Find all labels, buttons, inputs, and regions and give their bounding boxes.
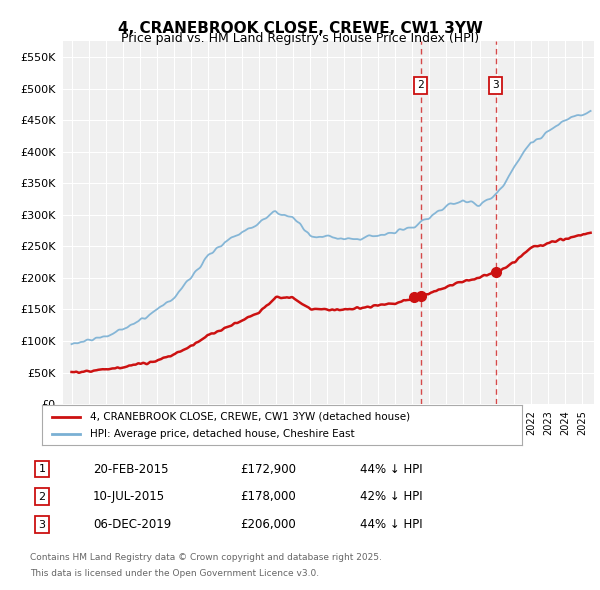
Text: 10-JUL-2015: 10-JUL-2015: [93, 490, 165, 503]
Text: Price paid vs. HM Land Registry's House Price Index (HPI): Price paid vs. HM Land Registry's House …: [121, 32, 479, 45]
Text: £206,000: £206,000: [240, 518, 296, 531]
Text: 20-FEB-2015: 20-FEB-2015: [93, 463, 169, 476]
Text: HPI: Average price, detached house, Cheshire East: HPI: Average price, detached house, Ches…: [90, 429, 355, 439]
Text: 44% ↓ HPI: 44% ↓ HPI: [360, 518, 422, 531]
Text: 2: 2: [418, 80, 424, 90]
Text: 1: 1: [38, 464, 46, 474]
Text: Contains HM Land Registry data © Crown copyright and database right 2025.: Contains HM Land Registry data © Crown c…: [30, 553, 382, 562]
Text: £172,900: £172,900: [240, 463, 296, 476]
Text: 06-DEC-2019: 06-DEC-2019: [93, 518, 171, 531]
Text: 3: 3: [38, 520, 46, 529]
Text: This data is licensed under the Open Government Licence v3.0.: This data is licensed under the Open Gov…: [30, 569, 319, 578]
Text: 3: 3: [492, 80, 499, 90]
Text: 4, CRANEBROOK CLOSE, CREWE, CW1 3YW (detached house): 4, CRANEBROOK CLOSE, CREWE, CW1 3YW (det…: [90, 412, 410, 422]
Text: 2: 2: [38, 492, 46, 502]
Text: £178,000: £178,000: [240, 490, 296, 503]
Text: 44% ↓ HPI: 44% ↓ HPI: [360, 463, 422, 476]
Text: 42% ↓ HPI: 42% ↓ HPI: [360, 490, 422, 503]
Text: 4, CRANEBROOK CLOSE, CREWE, CW1 3YW: 4, CRANEBROOK CLOSE, CREWE, CW1 3YW: [118, 21, 482, 35]
